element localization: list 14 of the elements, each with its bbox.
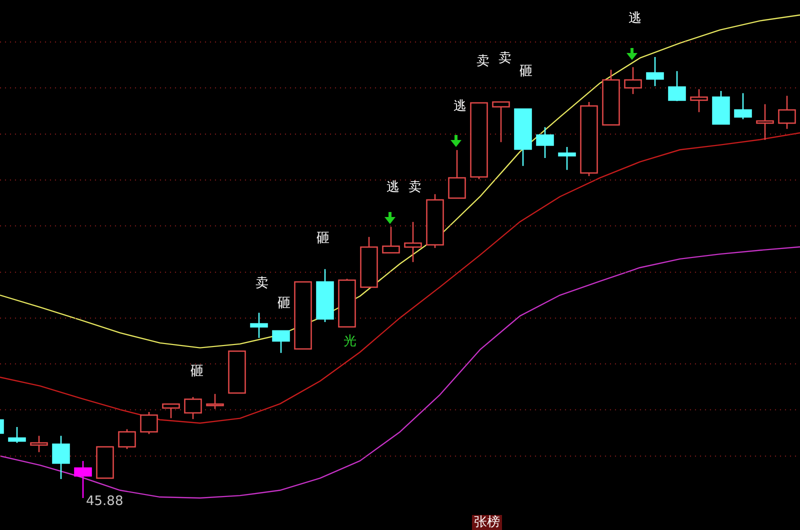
- text: 张榜: [474, 515, 500, 530]
- annotation: 卖: [476, 54, 490, 69]
- annotation: 卖: [408, 180, 422, 195]
- annotation: 卖: [498, 51, 512, 66]
- annotation: 逃: [386, 180, 400, 195]
- annotation: 砸: [278, 296, 290, 311]
- annotation: 砸: [520, 64, 532, 79]
- annotation: 砸: [316, 231, 330, 246]
- annotation: 卖: [256, 276, 268, 291]
- annotation: 逃: [628, 11, 642, 26]
- annotation: 砸: [190, 364, 204, 379]
- annotation: 45.88: [86, 494, 124, 509]
- annotation: 逃: [454, 99, 466, 114]
- annotation: 光: [344, 334, 356, 349]
